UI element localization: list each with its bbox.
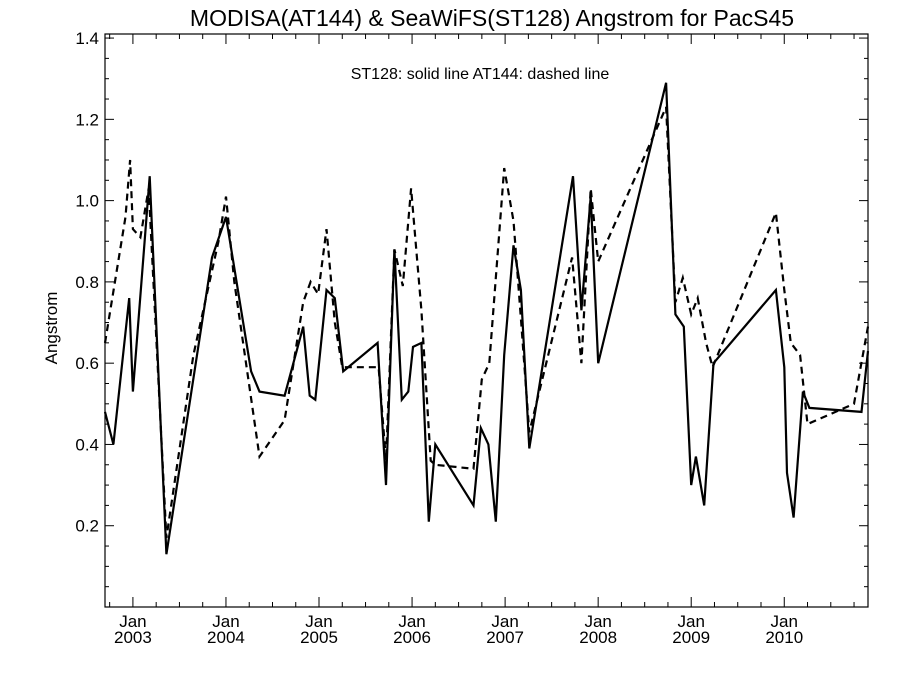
x-tick-label-month: Jan	[119, 612, 146, 631]
chart-title: MODISA(AT144) & SeaWiFS(ST128) Angstrom …	[190, 5, 794, 31]
series-line-at144	[103, 106, 870, 539]
x-tick-label-month: Jan	[305, 612, 332, 631]
y-tick-label: 1.2	[75, 110, 99, 129]
x-tick-label-year: 2010	[765, 628, 803, 647]
y-tick-label: 1.4	[75, 29, 99, 48]
legend-annotation: ST128: solid line AT144: dashed line	[351, 66, 610, 83]
x-tick-label-year: 2003	[114, 628, 152, 647]
x-tick-label-month: Jan	[491, 612, 518, 631]
axes: 0.20.40.60.81.01.21.4Jan2003Jan2004Jan20…	[75, 29, 869, 647]
x-tick-label-month: Jan	[677, 612, 704, 631]
y-tick-label: 0.6	[75, 354, 99, 373]
x-tick-label-year: 2008	[579, 628, 617, 647]
y-tick-label: 1.0	[75, 192, 99, 211]
x-tick-label-month: Jan	[771, 612, 798, 631]
x-tick-label-year: 2006	[393, 628, 431, 647]
x-tick-label-year: 2005	[300, 628, 338, 647]
y-tick-label: 0.2	[75, 517, 99, 536]
y-tick-label: 0.4	[75, 435, 99, 454]
x-tick-label-month: Jan	[398, 612, 425, 631]
y-tick-label: 0.8	[75, 273, 99, 292]
plot-frame	[104, 33, 869, 608]
x-tick-label-year: 2007	[486, 628, 524, 647]
y-axis-label: Angstrom	[42, 292, 61, 365]
series-line-st128	[103, 82, 870, 555]
series-layer	[103, 82, 870, 555]
x-tick-label-month: Jan	[584, 612, 611, 631]
x-tick-label-year: 2009	[672, 628, 710, 647]
x-tick-label-year: 2004	[207, 628, 245, 647]
x-tick-label-month: Jan	[212, 612, 239, 631]
